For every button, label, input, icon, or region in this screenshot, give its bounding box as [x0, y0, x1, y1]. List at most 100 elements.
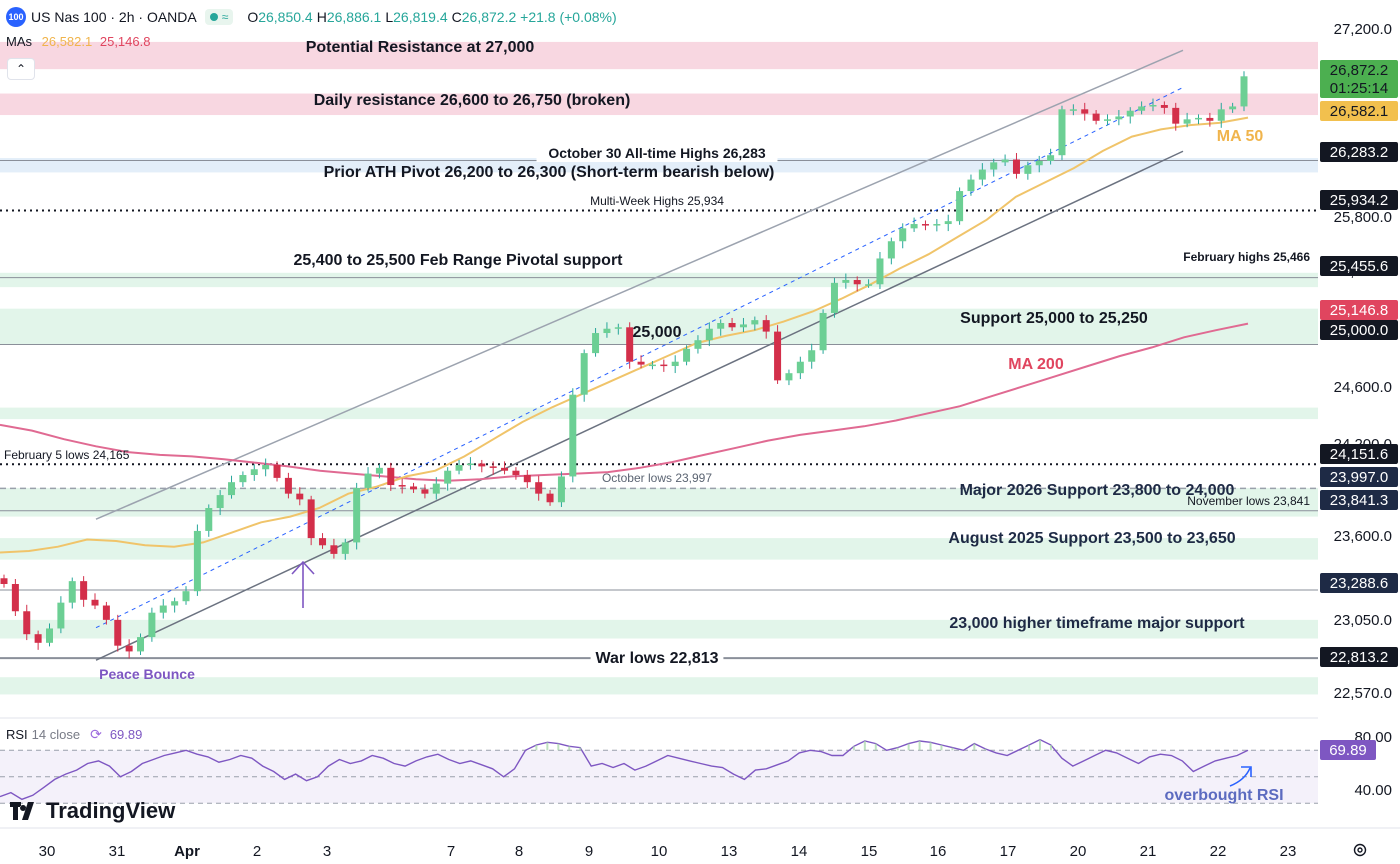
- level-label-february-highs: February highs 25,466: [1183, 250, 1310, 264]
- candle-body: [978, 169, 986, 180]
- market-status-pill[interactable]: ≈: [204, 9, 234, 25]
- candle-body: [489, 466, 497, 468]
- price-tag: [1320, 573, 1398, 593]
- candle-body: [0, 578, 8, 585]
- candle-body: [68, 581, 76, 603]
- candle-body: [751, 320, 759, 325]
- candle-body: [1035, 160, 1043, 166]
- candle-body: [796, 361, 804, 374]
- rsi-legend[interactable]: RSI 14 close ⟳ 69.89: [6, 726, 142, 743]
- price-tag-value: 25,934.2: [1330, 192, 1388, 209]
- price-tag-value: 23,997.0: [1330, 469, 1388, 486]
- candle-body: [1149, 105, 1157, 107]
- candle-body: [876, 258, 884, 285]
- zone-label-23000-major-support: 23,000 higher timeframe major support: [949, 615, 1245, 632]
- candle-body: [478, 463, 486, 467]
- zone-band: [0, 158, 1318, 173]
- rsi-value-tag: [1320, 740, 1376, 760]
- time-axis-tick: 9: [585, 843, 593, 860]
- candle-body: [239, 475, 247, 483]
- time-axis-tick: 14: [791, 843, 808, 860]
- candle-body: [1217, 109, 1225, 121]
- close-label: C: [451, 9, 462, 25]
- rsi-legend-label: RSI: [6, 727, 28, 742]
- price-tag-value: 25,146.8: [1330, 302, 1388, 319]
- candle-body: [694, 340, 702, 349]
- price-axis-tick: 25,800.0: [1334, 209, 1392, 226]
- tradingview-logo[interactable]: TradingView: [10, 798, 175, 824]
- ma-legend[interactable]: MAs 26,582.1 25,146.8: [6, 34, 150, 49]
- time-axis-tick: 21: [1140, 843, 1157, 860]
- high-label: H: [316, 9, 327, 25]
- candle-body: [887, 241, 895, 259]
- symbol-title[interactable]: US Nas 100 · 2h · OANDA: [31, 9, 197, 25]
- channel-upper-line: [95, 49, 1184, 520]
- ma50-legend-value: 26,582.1: [41, 34, 93, 49]
- price-tag-value: 26,582.1: [1330, 103, 1388, 120]
- time-axis-tick: 7: [447, 843, 455, 860]
- collapse-legend-button[interactable]: ⌃: [7, 58, 35, 80]
- level-label-bg: [590, 647, 724, 667]
- candle-body: [683, 348, 691, 362]
- ma200-label: MA 200: [1008, 356, 1064, 373]
- candle-body: [626, 327, 634, 362]
- time-axis-tick: Apr: [174, 843, 200, 860]
- gear-icon[interactable]: [1352, 842, 1368, 858]
- candle-body: [421, 489, 429, 494]
- candle-body: [114, 619, 122, 646]
- candle-body: [387, 467, 395, 486]
- market-open-dot-icon: [209, 13, 218, 21]
- candle-body: [557, 476, 565, 503]
- rsi-axis-tick: 40.00: [1354, 782, 1392, 799]
- candle-body: [523, 475, 531, 483]
- price-axis-tick: 24,600.0: [1334, 379, 1392, 396]
- candle-body: [262, 464, 270, 470]
- candle-body: [1183, 119, 1191, 124]
- candle-body: [455, 464, 463, 471]
- rsi-legend-params: 14 close: [31, 727, 81, 742]
- candle-body: [410, 486, 418, 490]
- zone-label-support-25000: Support 25,000 to 25,250: [960, 310, 1148, 327]
- price-tag-value: 25,455.6: [1330, 258, 1388, 275]
- candle-body: [1160, 105, 1168, 108]
- candle-body: [921, 224, 929, 226]
- level-label-25000: 25,000: [633, 324, 682, 341]
- candle-body: [1206, 117, 1214, 121]
- level-label-october-lows: October lows 23,997: [602, 471, 712, 485]
- candle-body: [34, 634, 42, 643]
- price-tag: [1320, 467, 1398, 487]
- time-axis-tick: 8: [515, 843, 523, 860]
- price-tag: [1320, 320, 1398, 340]
- candle-body: [535, 482, 543, 494]
- candle-body: [46, 628, 54, 643]
- candle-body: [273, 464, 281, 478]
- candle-body: [648, 364, 656, 367]
- up-arrow-icon: [291, 560, 315, 608]
- close-value: 26,872.2 +21.8 (+0.08%): [461, 9, 617, 25]
- level-label-oct30-ath: October 30 All-time Highs 26,283: [548, 145, 766, 161]
- candle-body: [990, 162, 998, 170]
- price-tag-value: 26,872.2: [1330, 62, 1388, 79]
- candle-body: [1001, 159, 1009, 163]
- candle-body: [614, 327, 622, 329]
- level-label-feb5-lows: February 5 lows 24,165: [4, 448, 130, 462]
- candle-body: [1069, 109, 1077, 111]
- refresh-icon[interactable]: ⟳: [90, 726, 102, 742]
- rsi-overbought-fill: [535, 739, 1052, 751]
- zone-band: [0, 538, 1318, 560]
- candle-body: [307, 499, 315, 539]
- candle-body: [569, 394, 577, 477]
- price-tag: [1320, 300, 1398, 320]
- candle-body: [762, 320, 770, 332]
- candle-body: [785, 373, 793, 381]
- price-tag: [1320, 444, 1398, 464]
- price-axis-tick: 22,570.0: [1334, 685, 1392, 702]
- symbol-header: 100 US Nas 100 · 2h · OANDA ≈ O 26,850.4 …: [6, 6, 617, 28]
- candle-body: [159, 605, 167, 613]
- ma200-legend-value: 25,146.8: [99, 34, 151, 49]
- peace-bounce-label: Peace Bounce: [99, 666, 195, 682]
- candle-body: [353, 487, 361, 543]
- candle-body: [193, 530, 201, 592]
- candle-body: [956, 191, 964, 222]
